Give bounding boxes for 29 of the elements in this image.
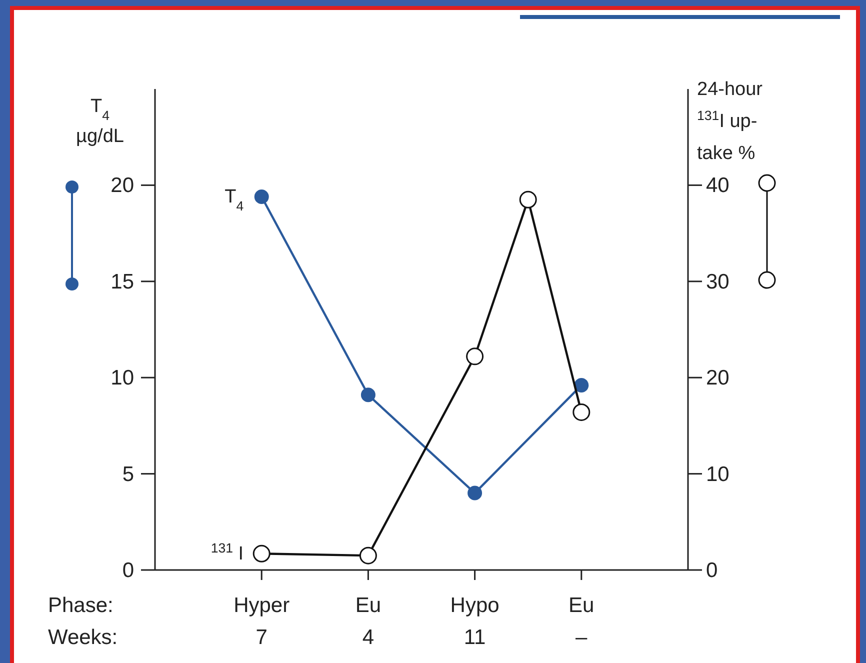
- x-tick-label: Hypo 11: [450, 594, 500, 649]
- point: [359, 546, 377, 564]
- y-tick-label: 20: [110, 174, 134, 198]
- point: [254, 189, 269, 204]
- x-tick-label: Eu –: [568, 594, 594, 649]
- y-tick-label: 0: [122, 559, 134, 582]
- x-tick-label: Hyper 7: [234, 594, 290, 649]
- y-axis-title: T$_{4}$ µg/dL: [76, 96, 124, 147]
- x-tick-label: Eu 4: [355, 594, 382, 649]
- point: [574, 378, 589, 393]
- y2-tick-label: 20: [706, 366, 730, 390]
- y2-tick-label: 10: [706, 462, 730, 486]
- y2-tick-label: 30: [706, 270, 730, 294]
- series-label: $^{131}$ I: [210, 540, 244, 565]
- point: [468, 486, 482, 500]
- point: [466, 348, 484, 366]
- text: Weeks:: [48, 626, 118, 649]
- y-tick-label: 15: [110, 270, 134, 294]
- series-label: T$_{4}$: [224, 186, 244, 214]
- point: [572, 403, 590, 421]
- y2-axis-title: 24-hour $^{131}$I up- take %: [697, 79, 764, 164]
- y-tick-label: 5: [122, 462, 134, 486]
- y2-tick-label: 40: [706, 174, 730, 198]
- point: [360, 388, 376, 402]
- point: [519, 190, 537, 208]
- point: [252, 544, 270, 562]
- y-tick-label: 10: [110, 366, 134, 390]
- y2-tick-label: 0: [706, 559, 718, 582]
- text: Phase:: [48, 594, 114, 617]
